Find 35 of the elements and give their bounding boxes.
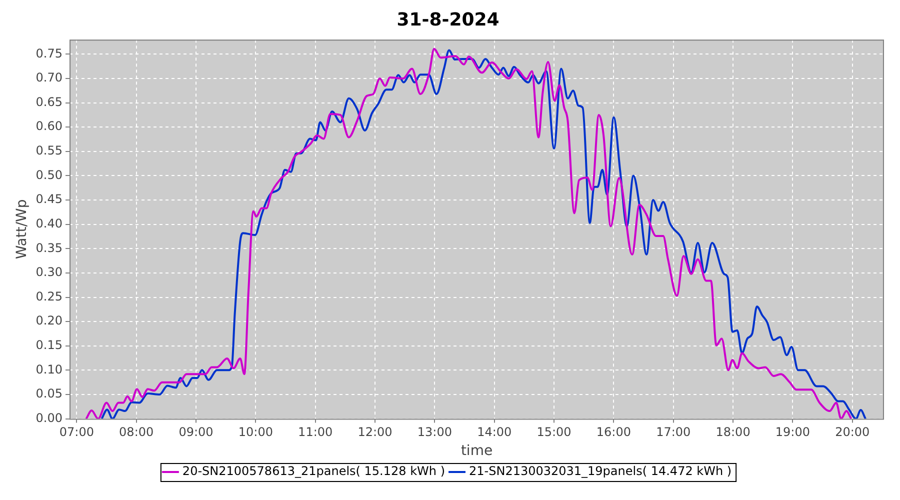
x-tick-label: 08:00: [119, 425, 154, 440]
x-tick-label: 16:00: [596, 425, 631, 440]
y-tick-label: 0.60: [36, 119, 63, 134]
y-tick-label: 0.00: [36, 410, 63, 425]
y-tick-label: 0.40: [36, 216, 63, 230]
y-axis-title: Watt/Wp: [14, 199, 30, 260]
y-tick-label: 0.15: [36, 338, 63, 352]
x-tick-label: 17:00: [656, 425, 691, 440]
y-tick-label: 0.35: [36, 240, 63, 255]
x-tick-label: 20:00: [835, 425, 870, 440]
y-tick-label: 0.10: [36, 362, 63, 376]
x-tick-label: 09:00: [178, 425, 214, 440]
y-tick-label: 0.20: [36, 314, 63, 328]
x-tick-label: 12:00: [358, 425, 392, 440]
y-tick-label: 0.30: [36, 265, 63, 280]
y-tick-label: 0.25: [36, 289, 63, 304]
chart-title: 31-8-2024: [396, 9, 500, 30]
y-tick-label: 0.55: [36, 144, 63, 158]
legend-label: 20-SN2100578613_21panels( 15.128 kWh ): [182, 464, 446, 478]
legend-label: 21-SN2130032031_19panels( 14.472 kWh ): [469, 464, 732, 478]
x-tick-label: 19:00: [775, 425, 810, 440]
x-axis-title: time: [460, 443, 493, 460]
y-tick-label: 0.75: [36, 46, 63, 60]
x-tick-label: 07:00: [59, 425, 94, 440]
y-tick-label: 0.45: [36, 192, 63, 206]
y-tick-label: 0.05: [36, 386, 63, 401]
x-tick-label: 11:00: [298, 425, 333, 440]
x-tick-label: 14:00: [477, 425, 512, 440]
y-tick-label: 0.50: [36, 168, 63, 182]
x-tick-label: 18:00: [716, 425, 750, 440]
y-tick-label: 0.70: [36, 70, 63, 85]
y-tick-label: 0.65: [36, 94, 63, 109]
x-tick-label: 10:00: [238, 425, 273, 440]
x-tick-label: 15:00: [536, 425, 572, 440]
x-tick-label: 13:00: [417, 425, 452, 440]
